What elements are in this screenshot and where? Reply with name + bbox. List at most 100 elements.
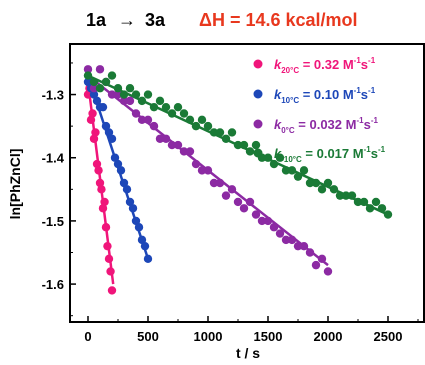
data-point-k10 bbox=[119, 178, 129, 188]
data-point-k_10 bbox=[173, 102, 183, 112]
x-axis-ticks: 0 500 1000 1500 2000 2500 bbox=[84, 316, 419, 344]
data-point-k_10 bbox=[323, 178, 333, 188]
legend-text-part: k bbox=[274, 57, 282, 72]
legend-text-part: s bbox=[371, 146, 378, 161]
y-tick-label: -1.3 bbox=[42, 88, 64, 103]
x-tick-label: 1000 bbox=[194, 329, 223, 344]
data-point-k10 bbox=[107, 134, 117, 143]
data-point-k10 bbox=[137, 235, 147, 245]
data-point-k10 bbox=[134, 223, 144, 232]
data-point-k_10 bbox=[383, 210, 393, 219]
legend-label-k20: k20°C = 0.32 M-1s-1 bbox=[274, 56, 376, 75]
data-point-k_10 bbox=[167, 109, 177, 118]
data-point-k0 bbox=[323, 267, 333, 276]
data-point-k0 bbox=[161, 134, 171, 143]
data-point-k0 bbox=[95, 65, 105, 74]
y-tick-label: -1.4 bbox=[42, 151, 65, 166]
x-tick-label: 0 bbox=[84, 329, 91, 344]
x-tick-label: 2000 bbox=[314, 329, 343, 344]
data-point-k_10 bbox=[275, 153, 285, 162]
data-point-k_10 bbox=[251, 140, 261, 150]
data-point-k20 bbox=[101, 223, 111, 232]
data-point-k0 bbox=[275, 229, 285, 238]
data-point-k10 bbox=[131, 216, 141, 226]
reaction-arrow: → bbox=[118, 10, 136, 30]
legend-text-part: k bbox=[274, 146, 282, 161]
legend-text-part: k bbox=[274, 87, 282, 102]
data-point-k0 bbox=[287, 235, 297, 245]
data-point-k0 bbox=[197, 166, 207, 175]
legend-text-part: -10°C bbox=[281, 155, 302, 164]
data-point-k20 bbox=[106, 267, 115, 276]
legend-text-part: -1 bbox=[354, 56, 362, 65]
data-point-k20 bbox=[86, 115, 96, 125]
data-point-k_10 bbox=[185, 115, 195, 125]
data-point-k_10 bbox=[131, 90, 141, 99]
legend-text-part: = 0.10 M bbox=[299, 87, 354, 102]
legend-text-part: -1 bbox=[371, 116, 379, 125]
data-point-k0 bbox=[269, 223, 279, 232]
x-tick-label: 1500 bbox=[254, 329, 283, 344]
reaction-to: 3a bbox=[145, 10, 166, 30]
data-point-k_10 bbox=[359, 197, 369, 207]
data-point-k0 bbox=[239, 204, 249, 213]
data-point-k0 bbox=[113, 90, 123, 99]
data-point-k20 bbox=[98, 204, 108, 213]
data-point-k10 bbox=[83, 77, 93, 87]
legend-text-part: 10°C bbox=[281, 96, 299, 105]
data-point-k0 bbox=[149, 121, 159, 131]
legend-text-part: = 0.32 M bbox=[299, 57, 354, 72]
legend-marker-k10 bbox=[253, 89, 263, 99]
x-tick-label: 2500 bbox=[374, 329, 403, 344]
data-point-k_10 bbox=[209, 128, 219, 137]
legend-label-k10: k10°C = 0.10 M-1s-1 bbox=[274, 86, 376, 105]
legend-text-part: -1 bbox=[364, 145, 372, 154]
data-point-k_10 bbox=[119, 90, 129, 99]
data-point-k_10 bbox=[377, 204, 387, 213]
data-point-k10 bbox=[92, 96, 102, 106]
data-point-k20 bbox=[92, 159, 102, 169]
data-point-k_10 bbox=[125, 84, 135, 93]
data-point-k_10 bbox=[305, 178, 315, 188]
data-point-k0 bbox=[299, 241, 309, 251]
legend-text-part: -1 bbox=[368, 56, 376, 65]
data-point-k0 bbox=[221, 191, 231, 200]
data-point-k_10 bbox=[311, 178, 321, 188]
y-tick-label: -1.5 bbox=[42, 214, 64, 229]
legend-text-part: s bbox=[361, 57, 368, 72]
data-point-k0 bbox=[89, 84, 99, 93]
legend-text-part: = 0.017 M bbox=[302, 146, 364, 161]
data-point-k20 bbox=[107, 286, 117, 295]
data-point-k0 bbox=[305, 248, 315, 257]
legend-marker-k20 bbox=[253, 59, 263, 69]
data-point-k_10 bbox=[287, 166, 297, 175]
data-point-k_10 bbox=[83, 71, 93, 80]
data-point-k_10 bbox=[179, 109, 189, 118]
data-point-k0 bbox=[233, 197, 243, 207]
reaction-from: 1a bbox=[86, 10, 107, 30]
data-point-k_10 bbox=[335, 191, 345, 200]
data-point-k_10 bbox=[317, 185, 327, 194]
data-point-k_10 bbox=[263, 153, 273, 162]
data-point-k_10 bbox=[347, 191, 357, 200]
data-point-k0 bbox=[293, 241, 303, 251]
enthalpy-label: ΔH = 14.6 kcal/mol bbox=[199, 10, 358, 30]
data-point-k_10 bbox=[197, 115, 207, 125]
data-point-k_10 bbox=[293, 172, 303, 181]
data-point-k_10 bbox=[113, 84, 123, 93]
x-tick-label: 500 bbox=[137, 329, 159, 344]
data-point-k_10 bbox=[143, 90, 153, 99]
data-point-k0 bbox=[263, 216, 273, 226]
data-point-k10 bbox=[128, 204, 138, 213]
data-point-k0 bbox=[191, 159, 201, 169]
data-point-k20 bbox=[97, 185, 106, 194]
data-point-k_10 bbox=[137, 96, 147, 106]
legend-text-part: -1 bbox=[368, 86, 376, 95]
data-point-k0 bbox=[167, 140, 177, 150]
data-point-k_10 bbox=[299, 166, 309, 175]
data-point-k_10 bbox=[101, 77, 111, 87]
legend-text-part: 0°C bbox=[281, 126, 295, 135]
data-point-k_10 bbox=[239, 140, 249, 150]
data-point-k0 bbox=[125, 96, 135, 106]
